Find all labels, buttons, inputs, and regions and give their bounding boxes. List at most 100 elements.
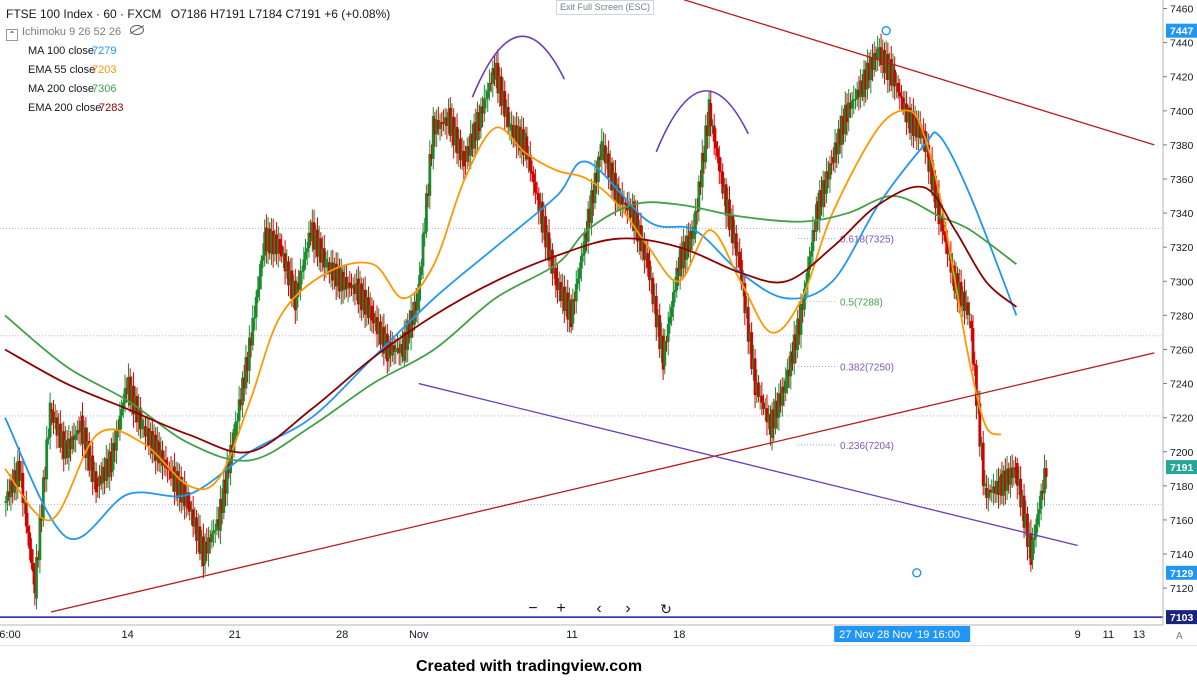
price-tick-label: 7300 — [1170, 276, 1194, 288]
candle-body — [60, 431, 64, 448]
candle-body — [859, 80, 863, 97]
candle-body — [333, 263, 336, 281]
time-tick-label: 13 — [1133, 629, 1145, 641]
candle-body — [436, 120, 440, 129]
candle-body — [404, 332, 408, 351]
candle-body — [348, 282, 352, 287]
candle-body — [481, 106, 485, 114]
candle-body — [806, 270, 810, 284]
candle-body — [743, 283, 747, 314]
candle-body — [1027, 533, 1031, 547]
candle-body — [622, 202, 626, 205]
indicator-row-ema200[interactable]: EMA 200 close 7283 — [28, 102, 148, 115]
candle-body — [377, 321, 381, 335]
price-tick-label: 7420 — [1170, 72, 1194, 84]
candle-body — [173, 466, 176, 492]
candle-body — [413, 301, 416, 325]
candle-body — [699, 181, 702, 188]
scroll-left-button[interactable]: ‹ — [596, 600, 602, 617]
candle-body — [200, 536, 204, 554]
zoom-in-button[interactable]: + — [556, 600, 566, 617]
candle-body — [964, 302, 968, 312]
candle-body — [813, 230, 817, 232]
candle-body — [957, 281, 961, 301]
candle-body — [757, 382, 760, 398]
candle-body — [511, 124, 515, 139]
candle-body — [188, 501, 192, 512]
price-chart[interactable]: 0.618(7325) 0.5(7288) 0.382(7250) 0.236(720… — [0, 0, 1197, 645]
candle-body — [365, 297, 369, 315]
candle-body — [985, 488, 989, 498]
ichimoku-row[interactable]: ⌃ Ichimoku 9 26 52 26 — [6, 25, 145, 41]
candle-body — [310, 222, 314, 242]
candle-body — [493, 68, 496, 76]
candle-body — [305, 248, 309, 252]
time-tick-label: 11 — [1103, 629, 1114, 641]
candle-body — [99, 475, 103, 484]
candle-body — [673, 290, 677, 293]
hidden-eye-icon[interactable] — [130, 25, 145, 35]
candle-body — [552, 267, 556, 274]
candle-body — [762, 402, 765, 410]
zoom-out-button[interactable]: − — [528, 600, 538, 617]
candle-body — [864, 69, 868, 90]
candle-body — [522, 129, 525, 155]
candle-body — [50, 409, 54, 412]
exit-fullscreen-button[interactable]: Exit Full Screen (ESC) — [556, 0, 655, 15]
indicator-row-ma100[interactable]: MA 100 close 7279 — [28, 45, 148, 58]
candle-body — [166, 467, 170, 470]
candle-body — [222, 479, 226, 513]
candle-body — [551, 249, 554, 274]
candle-body — [355, 282, 359, 294]
candle-body — [380, 327, 384, 345]
candle-body — [36, 557, 40, 561]
candle-body — [697, 181, 701, 212]
reset-chart-icon[interactable]: ↻ — [660, 601, 672, 617]
time-tick-label: 18 — [673, 629, 685, 641]
candle-body — [144, 426, 147, 437]
candle-body — [869, 57, 873, 81]
candle-body — [350, 286, 353, 289]
candle-body — [276, 239, 280, 254]
candle-body — [312, 222, 316, 250]
candle-body — [169, 469, 173, 479]
candle-body — [268, 228, 272, 254]
candle-body — [591, 190, 595, 204]
candle-body — [947, 253, 951, 255]
candle-body — [877, 47, 881, 57]
candle-body — [603, 145, 607, 164]
indicator-row-ema55[interactable]: EMA 55 close 7203 — [28, 64, 148, 77]
collapse-chevron-icon[interactable]: ⌃ — [6, 29, 18, 41]
candle-body — [290, 270, 294, 299]
candle-body — [207, 537, 210, 554]
indicator-row-ma200[interactable]: MA 200 close 7306 — [28, 83, 148, 96]
candle-body — [428, 154, 432, 196]
candle-body — [573, 299, 576, 302]
candle-body — [195, 517, 198, 541]
candle-body — [862, 69, 866, 98]
candle-body — [43, 477, 47, 480]
indicator-label: EMA 55 close — [28, 64, 96, 76]
candle-body — [445, 117, 449, 126]
candle-body — [930, 159, 934, 191]
candle-body — [842, 116, 845, 135]
scroll-right-button[interactable]: › — [625, 600, 631, 617]
candle-body — [450, 116, 454, 136]
price-badge — [1166, 23, 1197, 38]
candle-body — [1041, 490, 1045, 494]
candle-body — [712, 125, 716, 142]
candle-body — [397, 347, 401, 354]
candle-body — [35, 557, 38, 599]
candle-body — [1002, 470, 1006, 496]
indicator-value: 7306 — [92, 83, 117, 95]
symbol-row[interactable]: FTSE 100 Index · 60 · FXCM O7186 H7191 L… — [6, 7, 390, 21]
candle-body — [646, 253, 650, 268]
candle-body — [811, 230, 815, 252]
candle-body — [506, 106, 510, 128]
candle-body — [363, 289, 367, 315]
candle-body — [516, 126, 520, 145]
candle-body — [663, 341, 667, 366]
candle-body — [867, 62, 871, 81]
candle-body — [918, 123, 922, 139]
candle-body — [545, 232, 549, 248]
